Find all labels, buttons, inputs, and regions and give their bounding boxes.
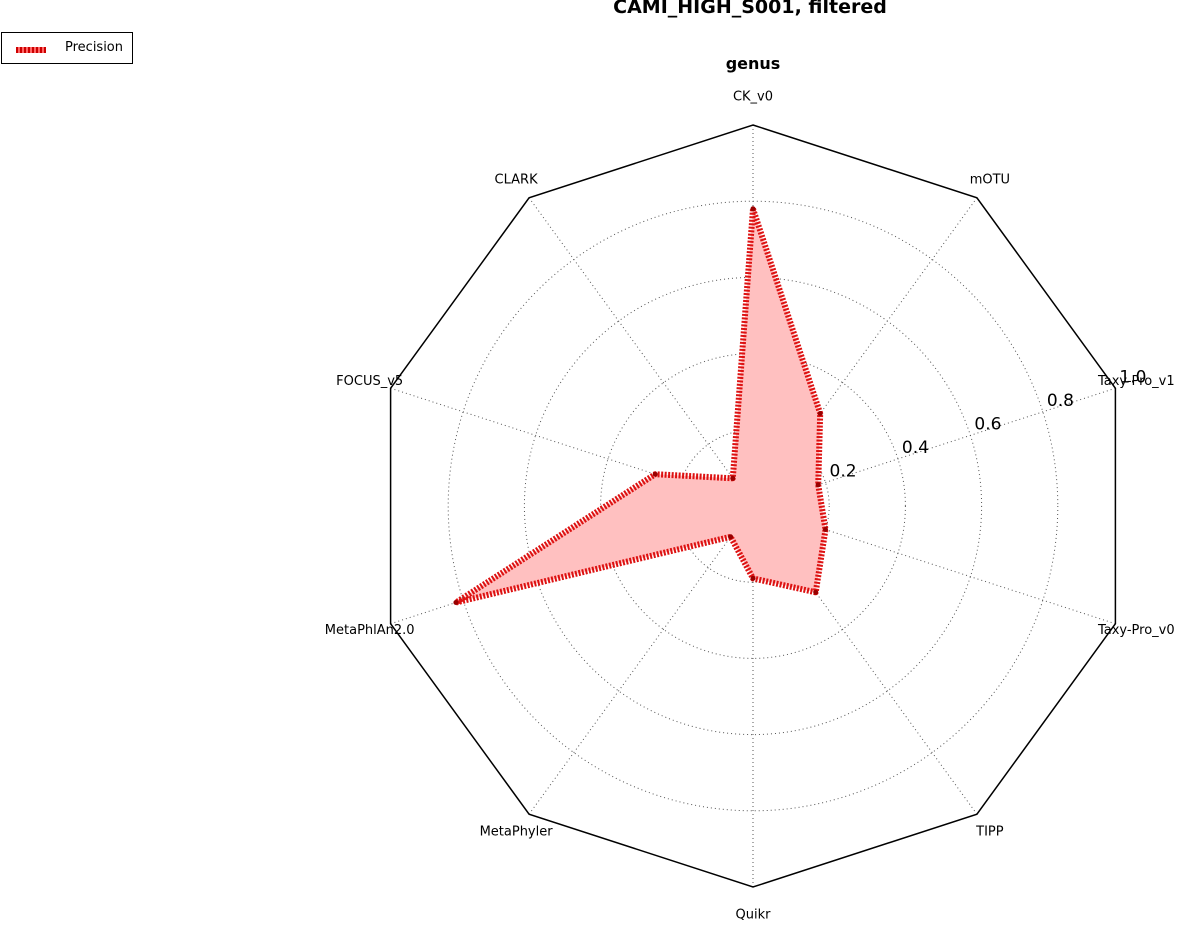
axis-label: MetaPhyler: [480, 825, 554, 840]
data-point-clark: [730, 475, 736, 481]
tick-label: 0.4: [902, 438, 929, 458]
axis-label: FOCUS_v5: [336, 374, 403, 389]
series-layer: [452, 205, 829, 606]
data-point-focus-v5: [652, 471, 658, 477]
axis-label: Taxy-Pro_v0: [1097, 623, 1175, 638]
legend-swatch: [16, 47, 46, 53]
data-point-motu: [817, 411, 823, 416]
tick-label-layer: 0.2 0.4 0.6 0.8 1.0: [830, 367, 1147, 481]
axis-label: Taxy-Pro_v1: [1097, 374, 1175, 389]
axis-label: Quikr: [736, 908, 772, 923]
data-point-ck-v0: [750, 206, 756, 212]
axis-label: CLARK: [495, 173, 539, 188]
legend: Precision: [1, 32, 133, 64]
spoke-9: [528, 197, 754, 507]
data-point-taxy-pro-v0: [823, 527, 828, 532]
tick-label: 0.2: [830, 462, 857, 482]
axis-label: TIPP: [975, 825, 1004, 840]
chart-subtitle: genus: [725, 54, 781, 73]
axis-label-layer: CK_v0 mOTU Taxy-Pro_v1 Taxy-Pro_v0 TIPP Quikr…: [325, 90, 1175, 923]
data-point-taxy-pro-v1: [815, 482, 821, 488]
grid-ring-0: [676, 429, 830, 583]
axis-label: MetaPhlAn2.0: [325, 623, 415, 638]
data-point-metaphyler: [728, 534, 734, 540]
tick-label: 0.6: [974, 414, 1001, 434]
data-point-quikr: [750, 575, 756, 581]
grid-ring-3: [447, 200, 1059, 812]
grid-ring-1: [600, 353, 906, 659]
axis-label: CK_v0: [733, 90, 773, 105]
data-point-tipp: [813, 589, 819, 595]
chart-title: CAMI_HIGH_S001, filtered: [613, 0, 887, 18]
legend-label: Precision: [65, 40, 124, 55]
outer-frame: [389, 124, 1117, 888]
axis-label: mOTU: [970, 173, 1010, 188]
tick-label: 1.0: [1119, 367, 1146, 387]
data-point-metaphlan2-0: [453, 600, 459, 605]
tick-label: 0.8: [1047, 391, 1074, 411]
series-fill-0: [455, 208, 826, 603]
